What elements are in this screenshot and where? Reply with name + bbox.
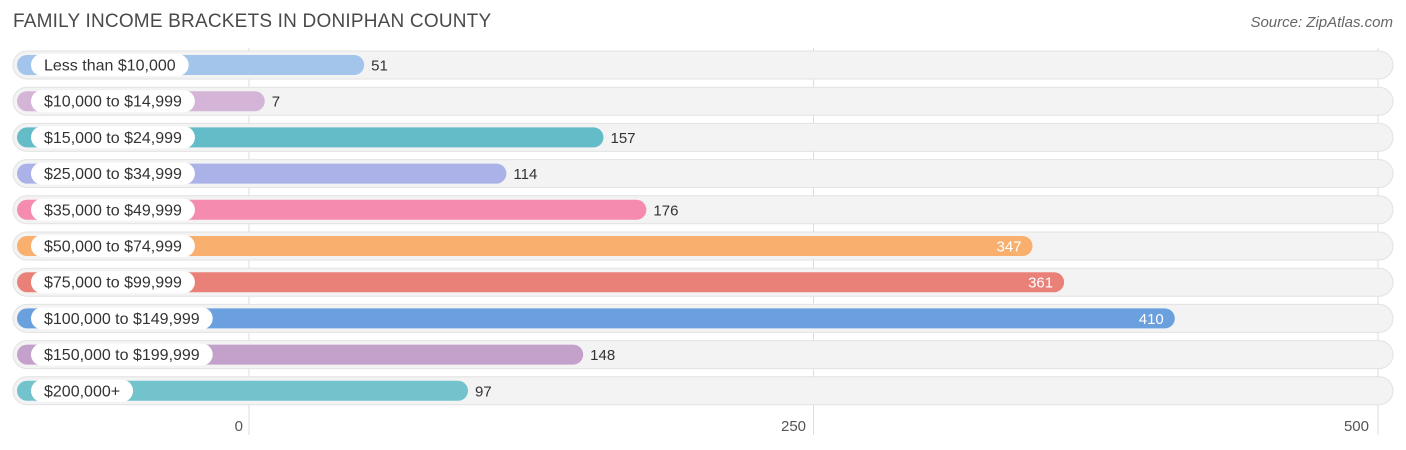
chart-title: FAMILY INCOME BRACKETS IN DONIPHAN COUNT… <box>13 11 492 32</box>
category-label: $35,000 to $49,999 <box>44 202 182 219</box>
category-label-pill <box>31 343 213 366</box>
value-label: 157 <box>611 130 636 147</box>
category-label-pill <box>31 198 195 221</box>
category-label-pill <box>31 379 134 402</box>
value-label: 51 <box>371 58 388 75</box>
bar-track <box>12 86 1394 116</box>
category-label-pill <box>31 271 195 294</box>
bar <box>17 236 1033 256</box>
category-label-pill <box>31 54 189 76</box>
category-label: $75,000 to $99,999 <box>44 275 182 292</box>
category-label: $25,000 to $34,999 <box>44 166 182 183</box>
value-label: 97 <box>475 383 492 400</box>
x-tick-label: 250 <box>781 418 806 435</box>
bar-row: Less than $10,000 51 <box>12 50 1394 80</box>
bar-row: $35,000 to $49,999 176 <box>12 195 1394 225</box>
bar-row: $200,000+ 97 <box>12 376 1394 406</box>
category-label: $200,000+ <box>44 383 120 400</box>
bar-row: $25,000 to $34,999 114 <box>12 159 1394 189</box>
category-label-pill <box>31 307 213 330</box>
value-label: 114 <box>513 166 537 183</box>
category-label: $15,000 to $24,999 <box>44 130 182 147</box>
x-tick-label: 500 <box>1344 418 1369 435</box>
category-label: Less than $10,000 <box>44 58 176 75</box>
bar <box>17 272 1065 293</box>
category-label-pill <box>31 90 195 113</box>
bar-row: $150,000 to $199,999 148 <box>12 340 1394 370</box>
category-label-pill <box>31 235 195 257</box>
bar-row: $10,000 to $14,999 7 <box>12 86 1394 116</box>
value-label: 148 <box>590 347 615 364</box>
category-label: $100,000 to $149,999 <box>44 311 200 328</box>
bar-row: $75,000 to $99,999 361 <box>12 267 1394 297</box>
category-label-pill <box>31 126 195 149</box>
value-label: 410 <box>1139 311 1164 328</box>
value-label: 7 <box>272 94 280 111</box>
value-label: 361 <box>1028 275 1053 292</box>
value-label: 176 <box>653 202 678 219</box>
bar <box>17 308 1175 329</box>
category-label: $10,000 to $14,999 <box>44 94 182 111</box>
value-label: 347 <box>996 239 1021 256</box>
bar-row: $15,000 to $24,999 157 <box>12 122 1394 152</box>
category-label: $50,000 to $74,999 <box>44 239 182 256</box>
category-label-pill <box>31 162 195 185</box>
bar-row: $50,000 to $74,999 347 <box>12 231 1394 261</box>
source-credit: Source: ZipAtlas.com <box>1250 14 1393 31</box>
category-label: $150,000 to $199,999 <box>44 347 200 364</box>
bar-row: $100,000 to $149,999 410 <box>12 303 1394 333</box>
x-tick-label: 0 <box>235 418 243 435</box>
